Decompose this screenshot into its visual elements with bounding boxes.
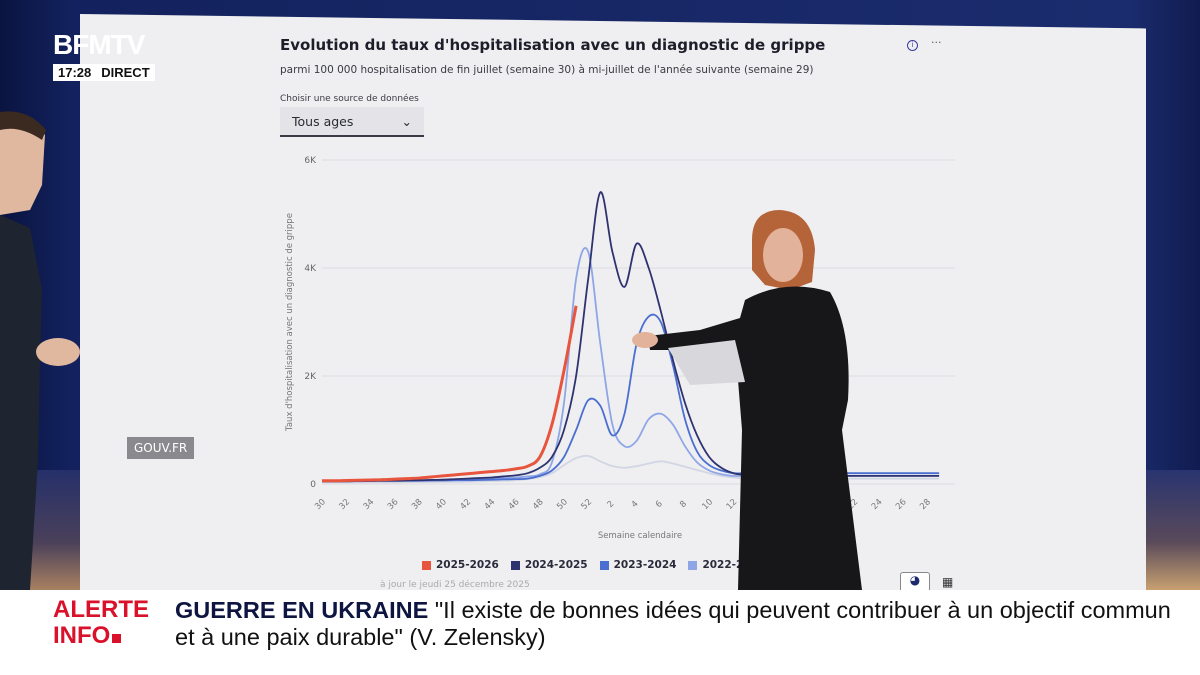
city-view: [1140, 470, 1200, 590]
source-value: Tous ages: [292, 114, 354, 129]
update-note: à jour le jeudi 25 décembre 2025: [380, 580, 530, 590]
info-icon[interactable]: i: [907, 40, 918, 51]
live-label: DIRECT: [101, 65, 150, 80]
x-axis-label: Semaine calendaire: [598, 531, 682, 541]
presenter-woman: [632, 210, 862, 590]
y-tick-label: 6K: [304, 156, 317, 166]
x-tick-label: 2: [606, 499, 617, 510]
chart-title: Evolution du taux d'hospitalisation avec…: [280, 36, 826, 54]
source-badge: GOUV.FR: [127, 437, 195, 459]
legend-swatch: [510, 560, 520, 570]
live-clock: 17:28 DIRECT: [53, 64, 155, 81]
legend-swatch: [599, 560, 609, 570]
legend-item[interactable]: 2023-2024: [599, 559, 677, 571]
clock-time: 17:28: [58, 65, 92, 80]
source-select[interactable]: Tous ages ⌄: [280, 107, 424, 137]
alert-line2: INFO: [53, 622, 111, 649]
table-icon[interactable]: ▦: [942, 575, 954, 589]
x-tick-label: 6: [654, 499, 665, 510]
y-tick-label: 0: [310, 480, 316, 490]
chart-subtitle: parmi 100 000 hospitalisation de fin jui…: [280, 64, 814, 76]
y-tick-label: 2K: [304, 372, 317, 382]
y-axis-label: Taux d'hospitalisation avec un diagnosti…: [285, 213, 295, 432]
headline-attribution: (V. Zelensky): [409, 624, 546, 650]
channel-logo: BFMTV: [53, 29, 145, 60]
chevron-down-icon: ⌄: [401, 114, 412, 129]
headline-topic: GUERRE EN UKRAINE: [175, 597, 429, 623]
legend-label: 2025-2026: [436, 559, 499, 571]
legend-swatch: [422, 560, 431, 570]
x-tick-label: 4: [630, 499, 641, 510]
headline: GUERRE EN UKRAINE "Il existe de bonnes i…: [175, 597, 1175, 651]
legend-swatch: [688, 560, 698, 570]
headline-quote: "Il existe de bonnes idées qui peuvent c…: [175, 597, 1171, 650]
source-label: Choisir une source de données: [280, 94, 419, 104]
alert-label: ALERTE INFO: [53, 597, 149, 649]
x-tick-label: 8: [678, 499, 689, 510]
legend-label: 2023-2024: [613, 559, 677, 571]
alert-line1: ALERTE: [53, 596, 149, 623]
news-banner: [0, 590, 1200, 675]
series-line-2025-2026: [321, 305, 578, 483]
more-icon[interactable]: ···: [931, 36, 942, 49]
legend-item[interactable]: 2025-2026: [422, 559, 499, 571]
legend-item[interactable]: 2024-2025: [510, 559, 588, 571]
legend-label: 2024-2025: [524, 559, 588, 571]
y-tick-label: 4K: [304, 264, 317, 274]
square-icon: [112, 634, 122, 643]
presenter-man: [0, 111, 80, 590]
chart-screen: [80, 14, 1146, 590]
